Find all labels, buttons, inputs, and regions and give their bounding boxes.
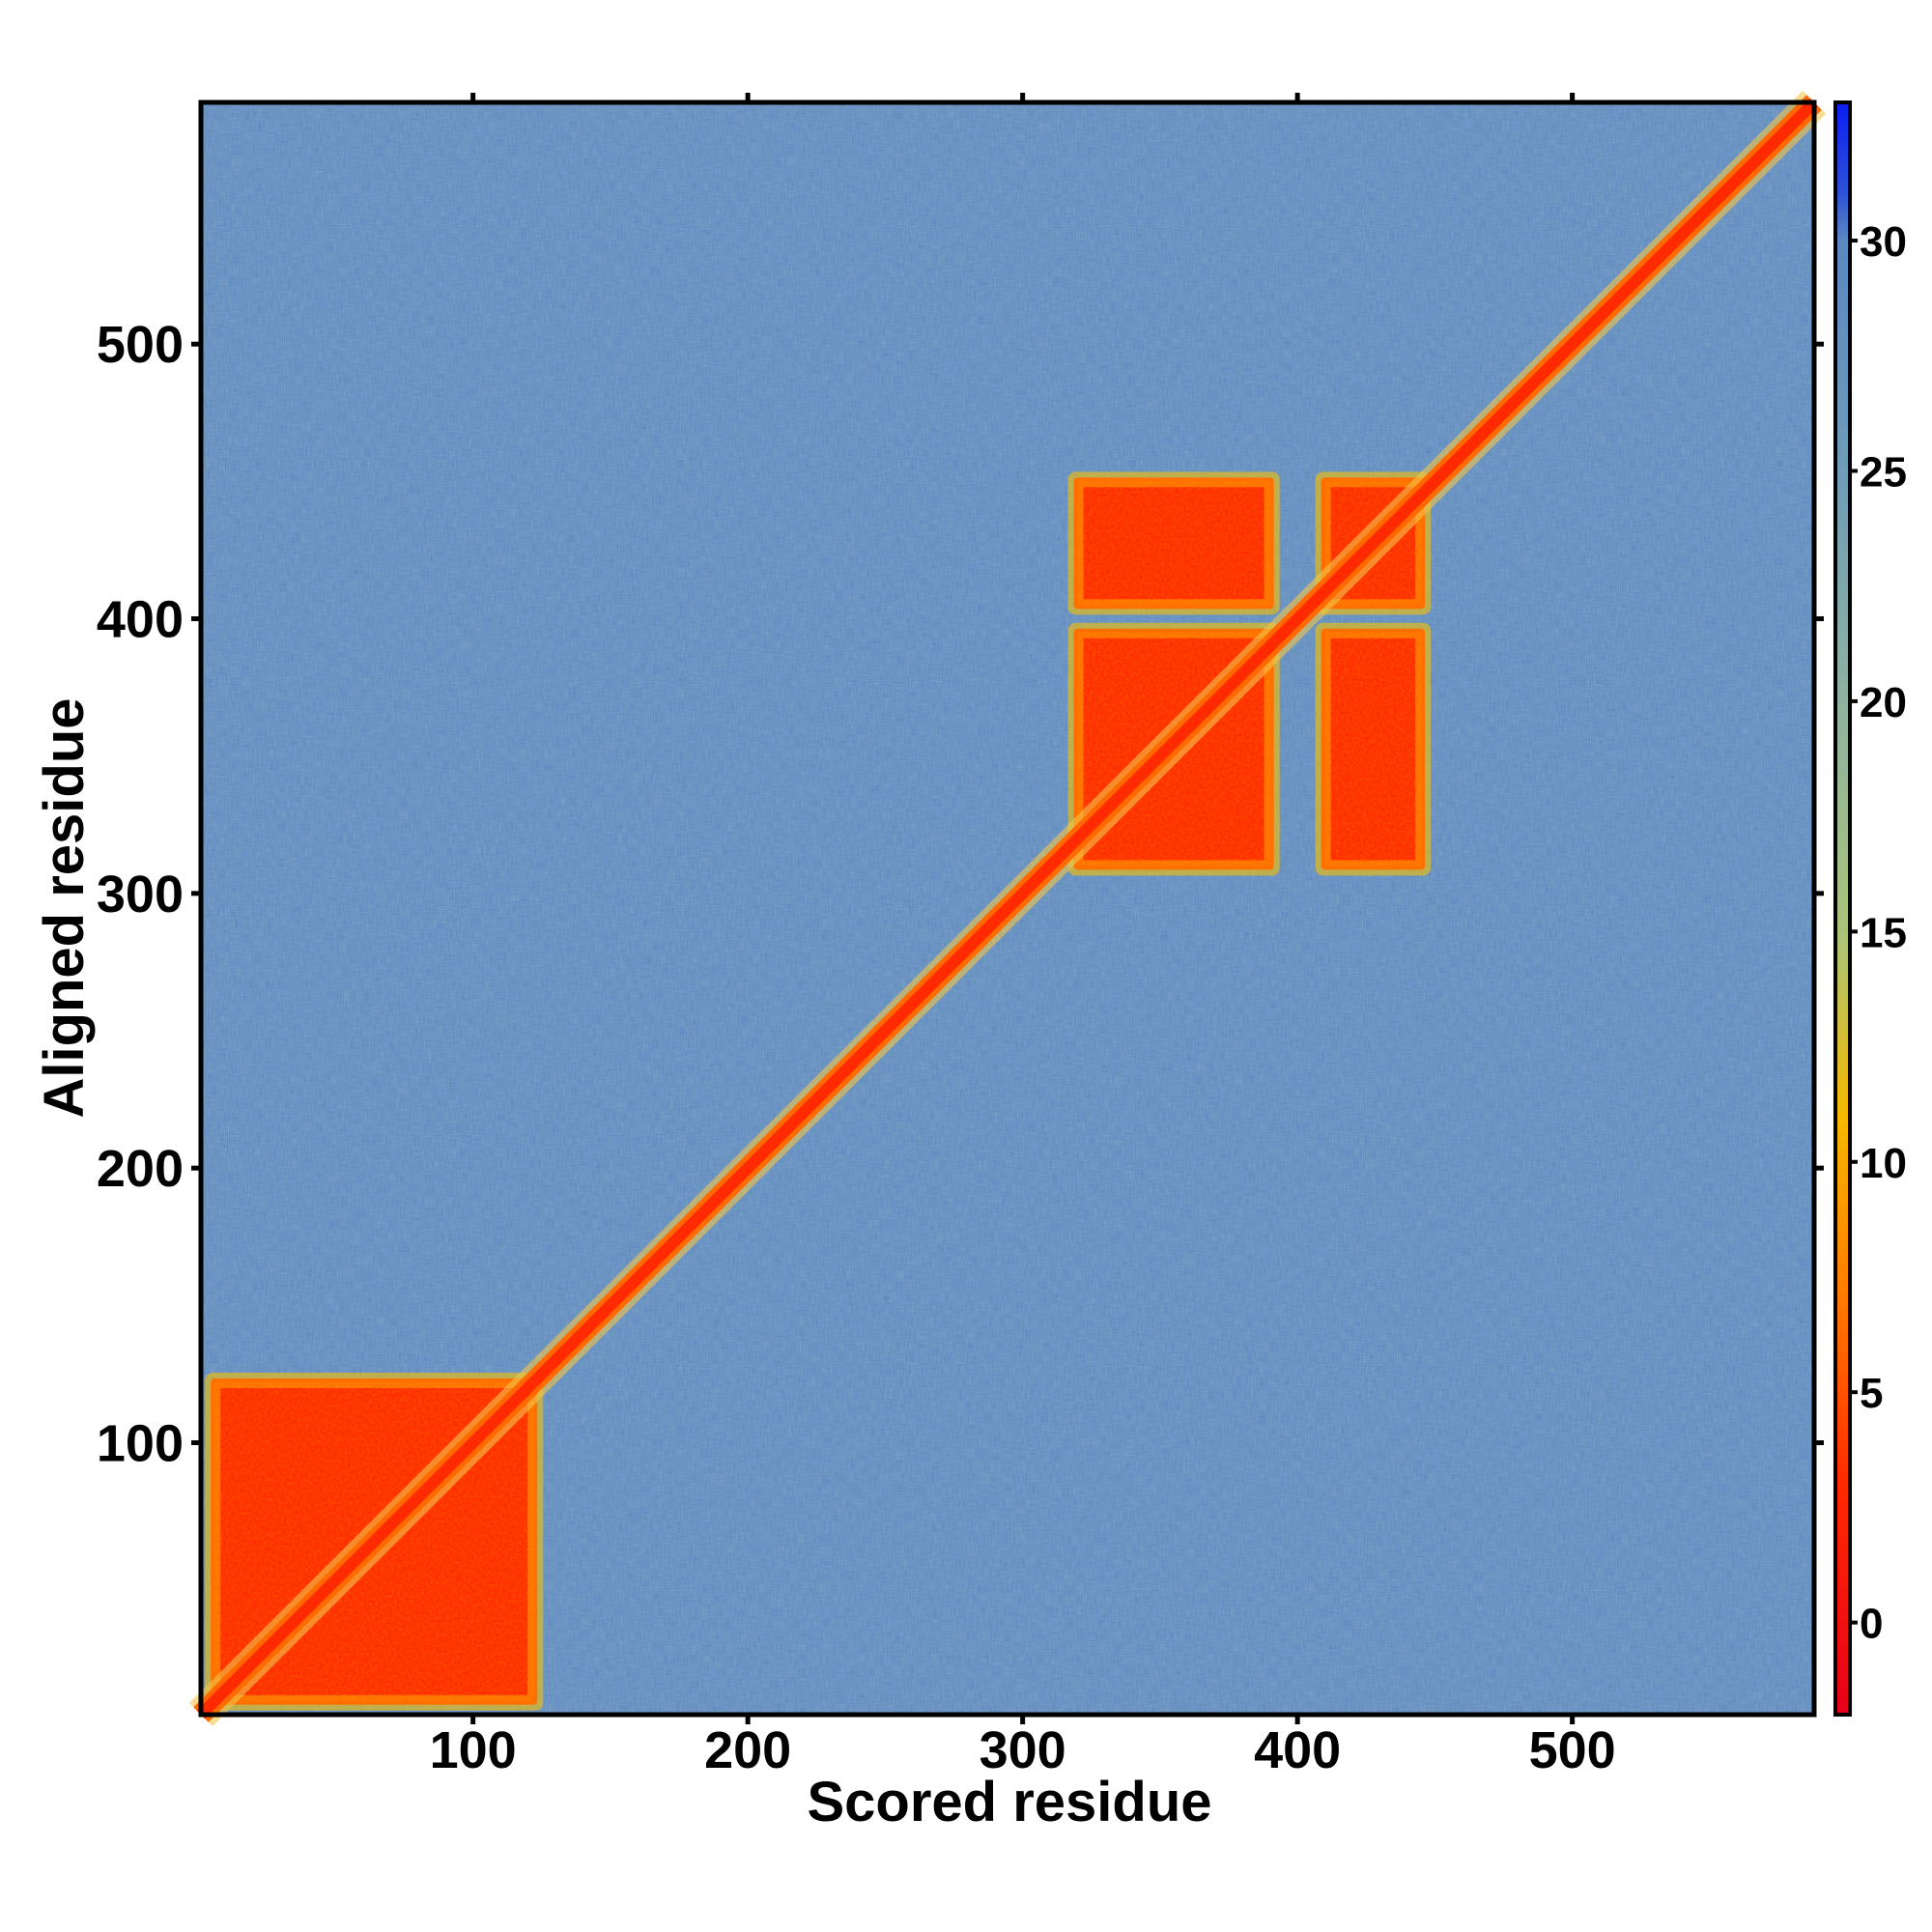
diagonal-center [199, 100, 1816, 1717]
x-tick-label: 200 [704, 1721, 791, 1779]
x-tick-label: 500 [1529, 1721, 1616, 1779]
colorbar-tick-label: 15 [1860, 909, 1907, 956]
y-axis: 100 200 300 400 500 [97, 316, 1824, 1473]
colorbar-tick-label: 0 [1860, 1601, 1883, 1648]
heatmap-block [1315, 622, 1432, 876]
plot-frame [198, 99, 1817, 1718]
y-axis-title: Aligned residue [33, 697, 96, 1118]
colorbar: 0 5 10 15 20 25 30 [1833, 100, 1907, 1717]
x-tick-label: 400 [1254, 1721, 1341, 1779]
heatmap-block-texture [1324, 632, 1422, 867]
x-axis-title: Scored residue [807, 1771, 1211, 1833]
x-tick-label: 300 [980, 1721, 1066, 1779]
heatmap-block [1067, 471, 1280, 615]
x-axis: 100 200 300 400 500 [430, 93, 1616, 1779]
y-tick-label: 100 [97, 1415, 184, 1473]
colorbar-tick-label: 30 [1860, 218, 1907, 266]
y-tick-label: 400 [97, 591, 184, 649]
plot-area [188, 90, 1827, 1727]
x-tick-label: 100 [430, 1721, 517, 1779]
y-tick-label: 500 [97, 316, 184, 374]
heatmap-diagonal [188, 90, 1827, 1727]
y-tick-label: 300 [97, 866, 184, 923]
colorbar-tick-label: 25 [1860, 448, 1907, 496]
colorbar-frame [1833, 100, 1852, 1717]
y-tick-label: 200 [97, 1140, 184, 1198]
colorbar-tick-label: 20 [1860, 679, 1907, 726]
colorbar-tick-label: 10 [1860, 1140, 1907, 1187]
heatmap-block-texture [1077, 481, 1270, 606]
colorbar-tick-label: 5 [1860, 1370, 1883, 1417]
colorbar-gradient [1835, 102, 1850, 1715]
